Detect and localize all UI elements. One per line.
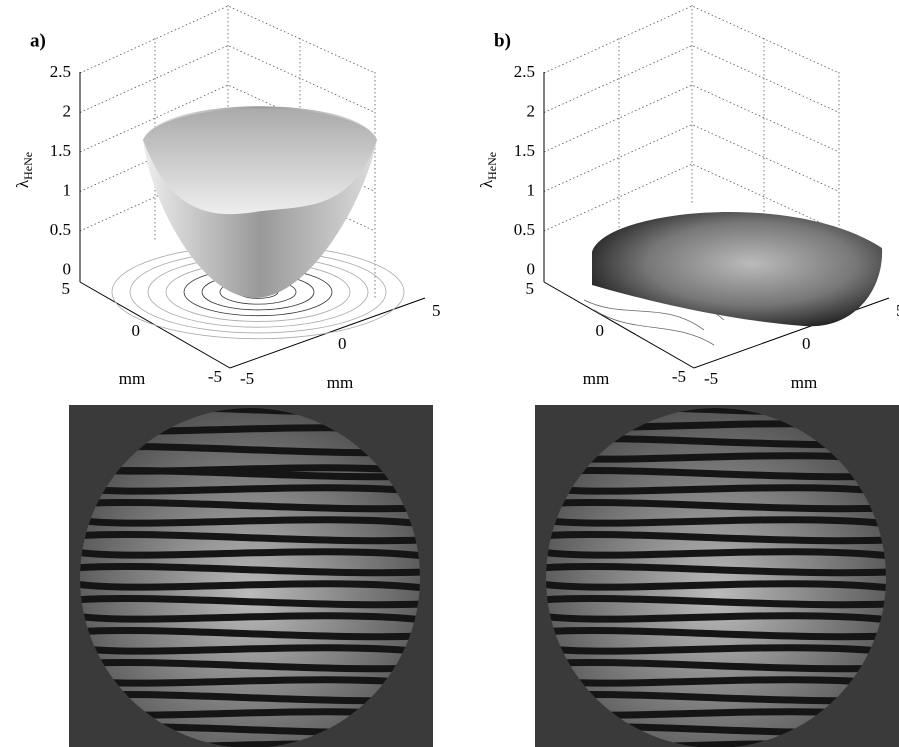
grid-line (618, 5, 840, 300)
z-tick-label: 0.5 (514, 220, 535, 239)
x-axis-label: mm (791, 373, 817, 392)
x-tick-label: 0 (338, 334, 347, 353)
fringe (546, 676, 886, 688)
fringe (546, 548, 886, 560)
fringe (546, 595, 886, 609)
grid-line (543, 5, 840, 74)
z-label-symbol: λ (13, 179, 32, 188)
z-tick-label: 1.5 (514, 141, 535, 160)
fringe (546, 580, 886, 592)
fringe (546, 659, 886, 673)
z-tick-label: 2.5 (50, 62, 71, 81)
z-axis-label: λHeNe (477, 152, 499, 188)
fringe (80, 531, 420, 545)
fringe (80, 612, 420, 624)
x-axis-label: mm (327, 373, 353, 392)
y-tick-label: -5 (672, 367, 686, 386)
z-tick-label: 1 (527, 180, 536, 199)
z-tick-label: 0 (527, 259, 536, 278)
fringe (546, 612, 886, 624)
panel-label: a) (30, 30, 46, 51)
fringe (546, 499, 886, 513)
surface (592, 211, 883, 327)
x-tick-label: -5 (704, 369, 718, 388)
fringe (80, 595, 420, 609)
grid-line (543, 124, 840, 192)
z-tick-label: 1 (63, 180, 72, 199)
fringe (80, 659, 420, 673)
z-label-sub: HeNe (485, 152, 499, 180)
floor-axes (79, 281, 426, 369)
y-tick-label: -5 (208, 367, 222, 386)
z-tick-label: 1.5 (50, 141, 71, 160)
x-tick-label: 5 (896, 301, 899, 320)
fringe (80, 676, 420, 688)
fringe (546, 484, 886, 496)
y-axis-label: mm (119, 369, 145, 388)
fringe (80, 516, 420, 528)
y-axis-label: mm (583, 369, 609, 388)
fringe (80, 548, 420, 560)
grid-line (543, 45, 840, 113)
y-tick-label: 0 (596, 321, 605, 340)
surface-inner (143, 108, 377, 215)
x-tick-label: -5 (240, 369, 254, 388)
contour (593, 309, 715, 346)
z-tick-label: 0.5 (50, 220, 71, 239)
fringe (546, 627, 886, 641)
z-tick-label: 2 (63, 101, 72, 120)
y-tick-label: 5 (62, 279, 71, 298)
contour (583, 299, 705, 331)
z-tick-label: 2.5 (514, 62, 535, 81)
fringe (546, 563, 886, 577)
fringe (80, 484, 420, 496)
panel-label: b) (494, 30, 511, 51)
z-label-symbol: λ (477, 179, 496, 188)
grid-line (543, 84, 840, 153)
fringe (80, 627, 420, 641)
fringe (546, 516, 886, 528)
z-tick-label: 0 (63, 259, 72, 278)
fringe (546, 531, 886, 545)
z-label-sub: HeNe (21, 152, 35, 180)
z-tick-label: 2 (527, 101, 536, 120)
fringe (80, 580, 420, 592)
y-tick-label: 0 (132, 321, 141, 340)
fringe (546, 644, 886, 656)
z-axis-label: λHeNe (13, 152, 35, 188)
fringe (80, 563, 420, 577)
x-tick-label: 5 (432, 301, 441, 320)
grid-line (154, 5, 376, 300)
fringe (80, 499, 420, 513)
y-tick-label: 5 (526, 279, 535, 298)
grid-line (79, 5, 376, 74)
fringe (80, 644, 420, 656)
x-tick-label: 0 (802, 334, 811, 353)
grid-line (79, 45, 376, 113)
